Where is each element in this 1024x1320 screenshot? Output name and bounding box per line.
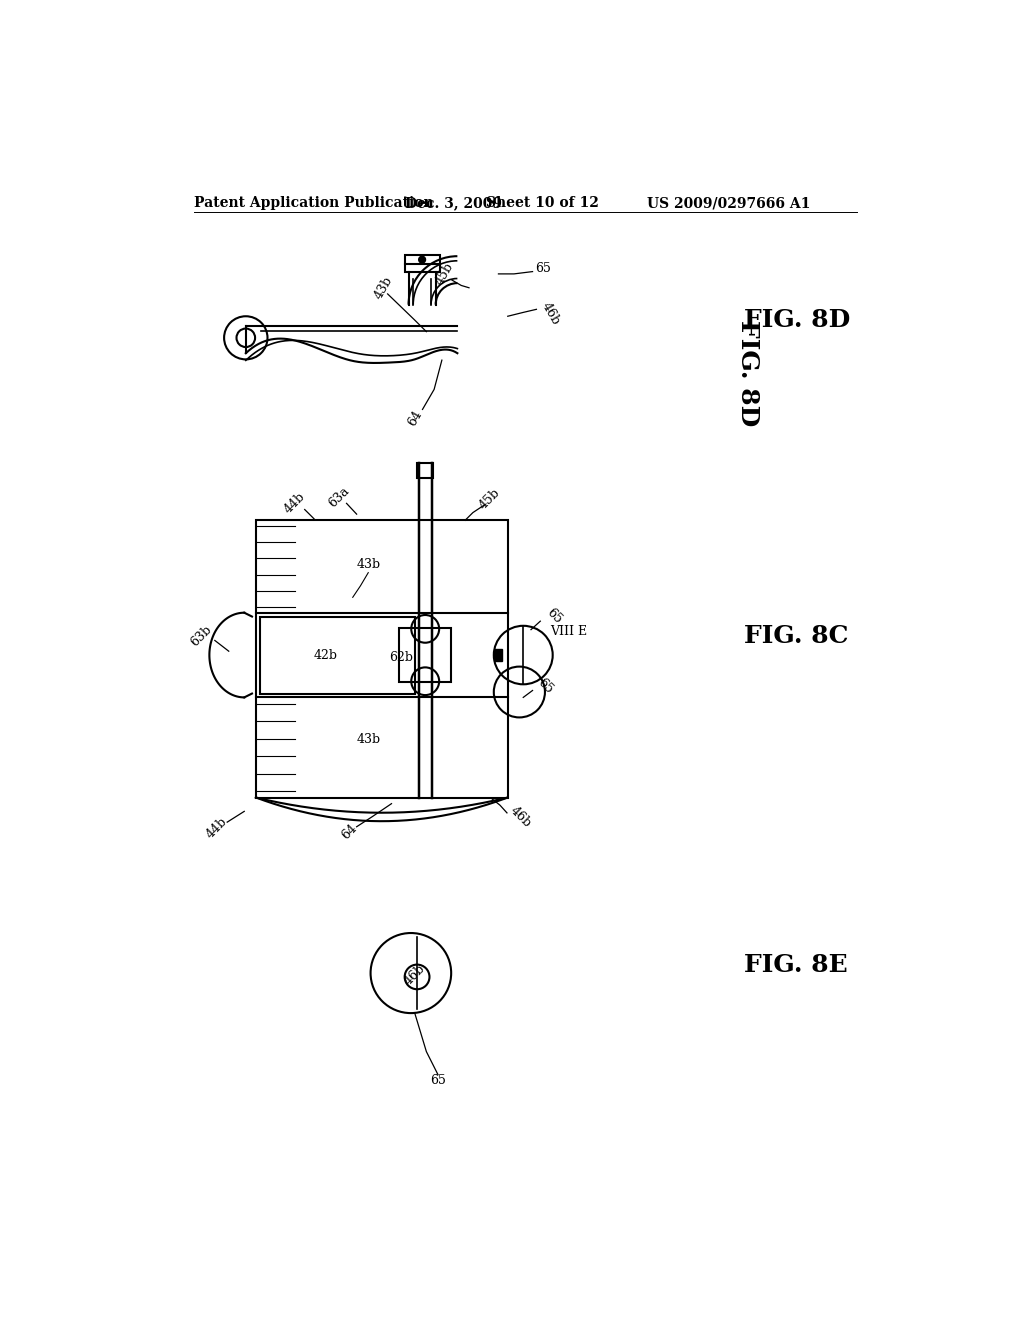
Circle shape xyxy=(419,256,426,263)
Text: 63a: 63a xyxy=(326,484,351,510)
Text: 63b: 63b xyxy=(188,623,215,649)
Text: 64: 64 xyxy=(339,822,359,842)
Text: 43b: 43b xyxy=(356,558,380,572)
Text: 44b: 44b xyxy=(204,816,230,841)
Text: FIG. 8D: FIG. 8D xyxy=(744,308,850,333)
Bar xyxy=(404,256,439,272)
Text: Dec. 3, 2009: Dec. 3, 2009 xyxy=(406,197,503,210)
Text: 46b: 46b xyxy=(539,300,562,327)
Text: 44b: 44b xyxy=(282,490,308,516)
Text: 43b: 43b xyxy=(356,733,380,746)
Text: 45b: 45b xyxy=(476,486,502,512)
Bar xyxy=(260,616,415,693)
Text: 43b: 43b xyxy=(372,275,395,301)
Text: Sheet 10 of 12: Sheet 10 of 12 xyxy=(486,197,599,210)
Text: 46b: 46b xyxy=(401,962,428,989)
Text: 65: 65 xyxy=(535,261,551,275)
Bar xyxy=(494,649,502,661)
Text: FIG. 8D: FIG. 8D xyxy=(736,321,760,426)
Text: VIII E: VIII E xyxy=(550,626,588,639)
Text: US 2009/0297666 A1: US 2009/0297666 A1 xyxy=(647,197,811,210)
Bar xyxy=(417,462,433,478)
Text: 65: 65 xyxy=(430,1074,445,1088)
Text: 65: 65 xyxy=(544,606,564,627)
Text: 45b: 45b xyxy=(432,260,456,288)
Text: 62b: 62b xyxy=(389,651,413,664)
Text: FIG. 8E: FIG. 8E xyxy=(744,953,848,977)
Text: Patent Application Publication: Patent Application Publication xyxy=(194,197,433,210)
Text: 42b: 42b xyxy=(313,648,338,661)
Text: 65: 65 xyxy=(535,676,555,696)
Bar xyxy=(399,628,452,682)
Text: 46b: 46b xyxy=(508,804,534,830)
Text: 64: 64 xyxy=(406,408,424,429)
Text: FIG. 8C: FIG. 8C xyxy=(744,624,849,648)
Bar xyxy=(256,520,508,797)
